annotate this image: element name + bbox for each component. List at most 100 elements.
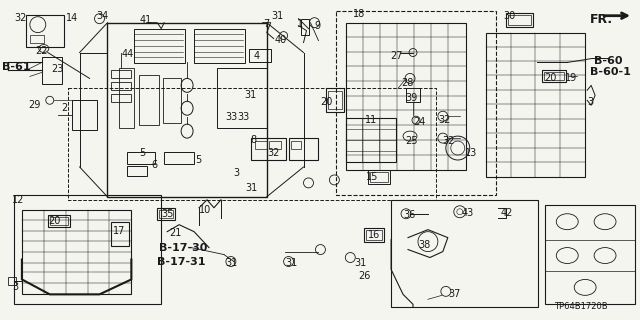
Text: 31: 31 <box>285 258 298 268</box>
Text: B-17-30: B-17-30 <box>159 243 207 252</box>
Bar <box>140 76 159 125</box>
Bar <box>42 57 61 84</box>
Text: 26: 26 <box>358 271 371 282</box>
Text: 5: 5 <box>195 155 202 165</box>
Text: 16: 16 <box>368 230 380 240</box>
Bar <box>291 141 301 149</box>
Text: 32: 32 <box>14 13 26 23</box>
Bar <box>30 35 44 43</box>
Text: 25: 25 <box>405 136 417 146</box>
Text: 30: 30 <box>504 11 516 21</box>
Bar <box>337 11 495 195</box>
Text: 39: 39 <box>405 93 417 103</box>
Text: FR.: FR. <box>590 13 613 26</box>
Bar <box>134 28 185 63</box>
Text: 33: 33 <box>237 112 249 122</box>
Bar <box>366 230 382 240</box>
Text: 42: 42 <box>500 208 513 218</box>
Text: 31: 31 <box>244 90 256 100</box>
Text: TP64B1720B: TP64B1720B <box>554 302 608 311</box>
Text: 3: 3 <box>233 168 239 178</box>
Text: 5: 5 <box>140 148 145 158</box>
Text: 20: 20 <box>48 216 60 226</box>
Text: 20: 20 <box>321 97 333 107</box>
Bar <box>508 15 531 25</box>
Text: 1: 1 <box>296 19 303 29</box>
Text: 17: 17 <box>113 226 126 236</box>
Text: 28: 28 <box>401 78 413 88</box>
Bar <box>72 100 97 130</box>
Text: 3: 3 <box>587 97 593 107</box>
Text: 15: 15 <box>366 172 379 182</box>
Text: 31: 31 <box>272 11 284 21</box>
Text: 36: 36 <box>403 210 415 220</box>
Text: 43: 43 <box>462 208 474 218</box>
Text: B-60: B-60 <box>594 55 623 66</box>
Text: 27: 27 <box>390 51 403 60</box>
Bar <box>26 15 64 46</box>
Bar <box>163 78 181 123</box>
Text: 29: 29 <box>28 100 40 110</box>
Text: 14: 14 <box>66 13 78 23</box>
Text: 19: 19 <box>565 73 577 84</box>
Bar <box>346 23 466 170</box>
Bar <box>48 215 70 227</box>
Bar <box>8 277 16 285</box>
Bar <box>127 166 147 176</box>
Text: 4: 4 <box>254 51 260 60</box>
Bar <box>326 88 344 112</box>
Bar <box>249 49 271 62</box>
Bar <box>111 222 129 245</box>
Bar <box>328 91 342 109</box>
Bar <box>217 68 267 128</box>
Bar <box>111 82 131 90</box>
Text: 32: 32 <box>438 115 451 125</box>
Bar <box>159 210 173 218</box>
Text: 38: 38 <box>418 240 430 250</box>
Bar <box>370 172 388 182</box>
Text: 32: 32 <box>268 148 280 158</box>
Text: 11: 11 <box>365 115 378 125</box>
Bar <box>22 210 131 294</box>
Text: 23: 23 <box>52 64 64 75</box>
Text: 24: 24 <box>413 117 426 127</box>
Text: 22: 22 <box>35 45 47 56</box>
Text: 37: 37 <box>448 289 460 300</box>
Bar <box>542 70 566 82</box>
Bar <box>506 13 533 27</box>
Text: B-17-31: B-17-31 <box>157 257 205 267</box>
Bar <box>545 205 635 304</box>
Text: 8: 8 <box>251 135 257 145</box>
Bar <box>346 118 396 162</box>
Bar <box>111 70 131 78</box>
Text: 41: 41 <box>140 15 152 25</box>
Bar <box>406 88 420 102</box>
Bar <box>194 28 245 63</box>
Text: 32: 32 <box>442 136 454 146</box>
Bar <box>111 94 131 102</box>
Bar <box>127 152 156 164</box>
Text: 13: 13 <box>465 148 477 158</box>
Bar <box>255 141 267 149</box>
Text: B-60-1: B-60-1 <box>590 68 631 77</box>
Bar <box>251 138 285 160</box>
Bar <box>486 33 585 177</box>
Bar <box>50 217 68 225</box>
Text: 31: 31 <box>355 258 367 268</box>
Bar <box>391 200 538 307</box>
Text: 6: 6 <box>151 160 157 170</box>
Text: 35: 35 <box>161 209 173 219</box>
Bar <box>269 141 281 149</box>
Bar <box>108 23 267 197</box>
Text: B-61: B-61 <box>2 62 31 72</box>
Text: 44: 44 <box>122 49 134 59</box>
Bar <box>68 88 436 200</box>
Text: 7: 7 <box>263 19 269 29</box>
Bar <box>364 228 384 242</box>
Text: 18: 18 <box>353 9 365 19</box>
Bar <box>289 138 319 160</box>
Text: 20: 20 <box>545 73 557 84</box>
Text: 9: 9 <box>314 21 321 31</box>
Text: 10: 10 <box>199 205 211 215</box>
Text: 40: 40 <box>275 35 287 44</box>
